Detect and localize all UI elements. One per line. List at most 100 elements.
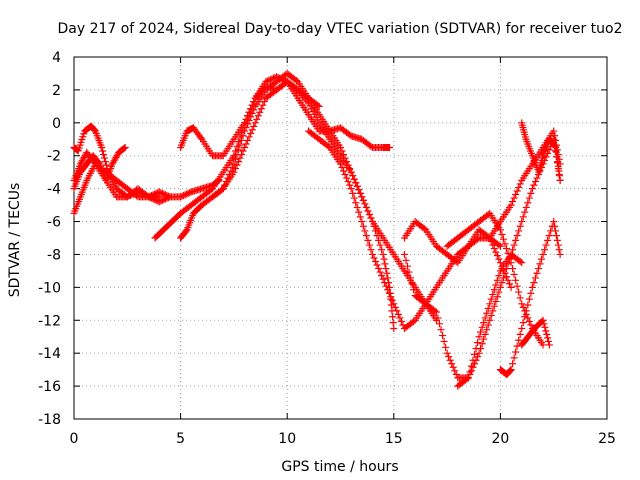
data-point	[501, 240, 509, 248]
data-point	[496, 283, 504, 291]
data-point	[387, 293, 395, 301]
data-point	[474, 353, 482, 361]
data-point	[439, 332, 447, 340]
data-point	[504, 260, 512, 268]
data-points	[70, 69, 564, 390]
data-point	[490, 302, 498, 310]
data-point	[221, 181, 229, 189]
y-tick-label: -12	[38, 313, 61, 329]
data-point	[435, 320, 443, 328]
grid-lines	[74, 57, 607, 419]
data-point	[510, 194, 518, 202]
y-tick-label: 2	[52, 83, 61, 99]
data-point	[231, 155, 239, 163]
data-point	[253, 115, 261, 123]
data-point	[518, 218, 526, 226]
data-point	[367, 142, 375, 150]
data-point	[250, 122, 258, 130]
data-point	[499, 274, 507, 282]
series-track-19	[496, 366, 515, 379]
data-point	[233, 142, 241, 150]
y-tick-label: -16	[38, 379, 61, 395]
data-point	[410, 317, 418, 325]
data-point	[269, 74, 277, 82]
data-point	[512, 191, 520, 199]
data-point	[527, 289, 535, 297]
data-point	[181, 191, 189, 199]
data-point	[554, 241, 562, 249]
data-point	[341, 171, 349, 179]
data-point	[182, 227, 190, 235]
data-point	[475, 333, 483, 341]
data-point	[513, 232, 521, 240]
data-point	[492, 248, 500, 256]
data-point	[350, 175, 358, 183]
data-point	[364, 236, 372, 244]
series-track-17	[518, 119, 564, 184]
data-point	[533, 269, 541, 277]
data-point	[496, 242, 504, 250]
data-point	[166, 193, 174, 201]
data-point	[244, 112, 252, 120]
data-point	[368, 250, 376, 258]
data-point	[157, 189, 165, 197]
data-point	[355, 208, 363, 216]
data-point	[268, 75, 276, 83]
data-point	[410, 286, 418, 294]
data-point	[556, 250, 564, 258]
data-point	[524, 314, 532, 322]
data-point	[471, 360, 479, 368]
data-point	[230, 152, 238, 160]
data-point	[525, 194, 533, 202]
data-point	[504, 249, 512, 257]
data-point	[492, 281, 500, 289]
data-point	[515, 183, 523, 191]
data-point	[463, 375, 471, 383]
data-point	[445, 353, 453, 361]
data-point	[254, 91, 262, 99]
data-point	[555, 172, 563, 180]
data-point	[362, 203, 370, 211]
data-point	[477, 328, 485, 336]
data-point	[513, 187, 521, 195]
data-point	[534, 265, 542, 273]
data-point	[554, 162, 562, 170]
data-point	[525, 295, 533, 303]
data-point	[556, 176, 564, 184]
data-point	[234, 138, 242, 146]
data-point	[224, 174, 232, 182]
data-point	[448, 360, 456, 368]
data-point	[103, 165, 111, 173]
data-point	[346, 131, 354, 139]
data-point	[241, 119, 249, 127]
data-point	[347, 185, 355, 193]
data-point	[545, 341, 553, 349]
plot-frame	[73, 56, 608, 420]
data-point	[539, 250, 547, 258]
data-point	[98, 144, 106, 151]
data-point	[513, 342, 521, 350]
data-point	[437, 326, 445, 334]
y-tick-label: -18	[38, 412, 61, 428]
data-point	[344, 178, 352, 186]
data-point	[358, 218, 366, 226]
x-tick-label: 5	[176, 431, 185, 447]
data-point	[540, 320, 548, 328]
data-point	[506, 255, 514, 263]
data-point	[253, 92, 261, 100]
data-point	[542, 153, 550, 161]
data-point	[552, 144, 560, 151]
series-track-5	[151, 152, 238, 242]
series-track-4	[70, 148, 163, 201]
data-point	[541, 246, 549, 254]
data-point	[379, 275, 387, 283]
data-point	[315, 102, 323, 110]
data-point	[257, 88, 265, 96]
data-point	[452, 258, 460, 266]
data-point	[527, 189, 535, 197]
data-point	[248, 109, 256, 117]
data-point	[390, 300, 398, 308]
data-point	[533, 174, 541, 182]
data-point	[483, 309, 491, 317]
data-point	[251, 119, 259, 127]
